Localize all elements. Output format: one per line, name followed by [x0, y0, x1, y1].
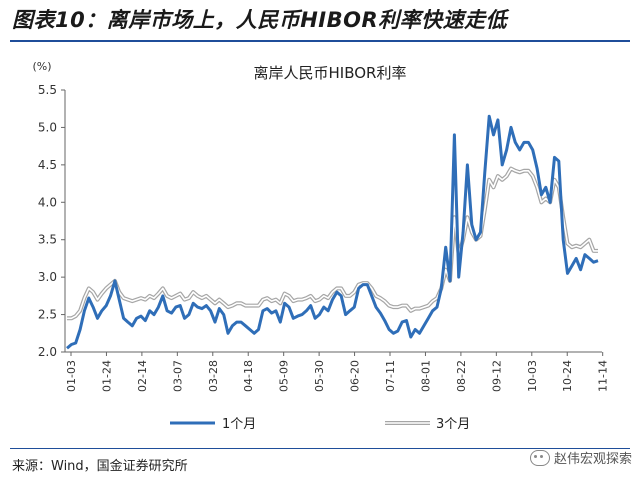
x-tick-label: 08-22 [455, 360, 468, 392]
y-tick-label: 4.5 [38, 158, 57, 172]
watermark: 赵伟宏观探索 [529, 448, 632, 467]
watermark-text: 赵伟宏观探索 [553, 452, 632, 467]
x-tick-label: 10-03 [526, 360, 539, 392]
source-divider [10, 448, 630, 449]
series-3month-line-outline [67, 166, 598, 321]
axes [64, 90, 602, 353]
y-axis-unit-label: (%) [32, 60, 51, 73]
x-tick-label: 11-14 [597, 360, 610, 392]
y-tick-label: 5.0 [38, 120, 57, 134]
series-1month-line [66, 114, 599, 350]
y-tick-label: 3.0 [38, 270, 57, 284]
y-tick-label: 3.5 [38, 233, 57, 247]
x-axis-ticks: 01-03 01-24 02-14 03-07 03-28 04-18 05-09 05-30… [65, 352, 610, 392]
x-tick-label: 01-03 [65, 360, 78, 392]
legend-label-3month: 3个月 [436, 417, 470, 432]
chart-title: 离岸人民币HIBOR利率 [254, 64, 407, 82]
x-tick-label: 03-07 [171, 360, 184, 392]
chart-legend: 1个月 3个月 [170, 417, 470, 432]
x-tick-label: 05-30 [313, 360, 326, 392]
y-tick-label: 2.5 [38, 308, 57, 322]
series-lines [66, 114, 599, 350]
x-tick-label: 05-09 [278, 360, 291, 392]
figure-title: 图表10：离岸市场上，人民币HIBOR利率快速走低 [12, 8, 508, 32]
x-tick-label: 03-28 [207, 360, 220, 392]
y-tick-label: 4.0 [38, 195, 57, 209]
x-tick-label: 08-01 [419, 360, 432, 392]
y-tick-label: 5.5 [38, 83, 57, 97]
x-tick-label: 10-24 [561, 360, 574, 392]
x-tick-label: 01-24 [100, 360, 113, 392]
x-tick-label: 09-12 [490, 360, 503, 392]
legend-label-1month: 1个月 [222, 417, 256, 432]
y-tick-label: 2.0 [38, 345, 57, 359]
source-note: 来源：Wind，国金证券研究所 [12, 459, 188, 474]
y-axis-ticks: 2.0 2.5 3.0 3.5 4.0 4.5 5.0 5.5 [38, 83, 65, 359]
x-tick-label: 02-14 [136, 360, 149, 392]
wechat-icon [529, 449, 550, 466]
x-tick-label: 06-20 [349, 360, 362, 392]
series-3month-line [67, 167, 598, 320]
hibor-line-chart: 离岸人民币HIBOR利率 (%) 2.0 2.5 3.0 3.5 4.0 4.5 5.0 5.… [32, 60, 610, 432]
x-tick-label: 04-18 [242, 360, 255, 392]
x-tick-label: 07-11 [384, 360, 397, 392]
title-divider [10, 40, 630, 42]
